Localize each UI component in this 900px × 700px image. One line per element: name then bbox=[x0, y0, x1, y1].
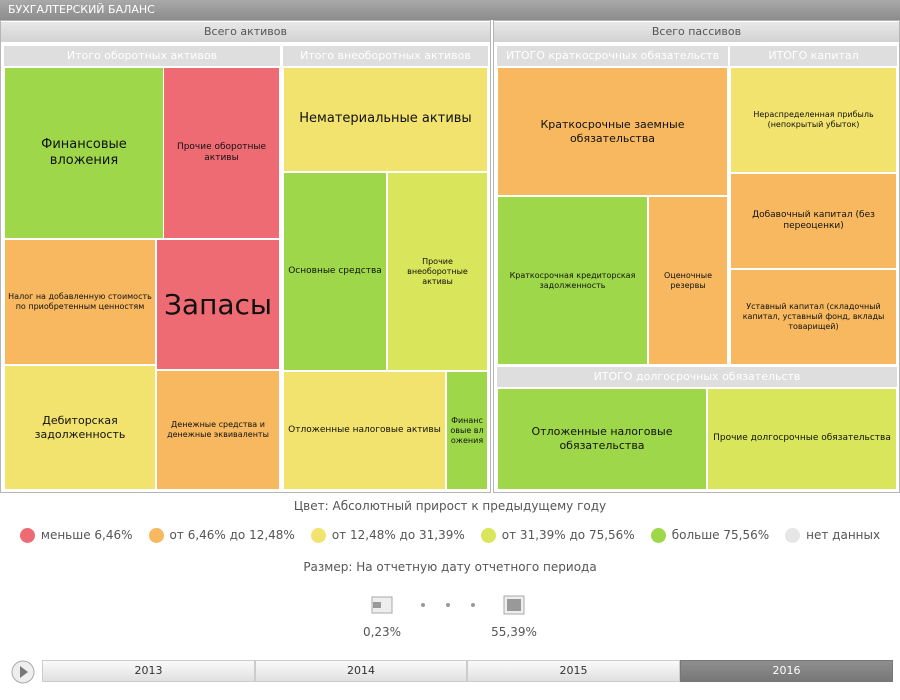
cell[interactable]: Денежные средства и денежные эквиваленты bbox=[156, 370, 280, 490]
timeline-year[interactable]: 2013 bbox=[42, 660, 255, 682]
cell[interactable]: Прочие оборотные активы bbox=[163, 67, 280, 239]
cell[interactable]: Отложенные налоговые активы bbox=[283, 371, 446, 490]
size-scale bbox=[371, 595, 525, 615]
cell[interactable]: Нераспределенная прибыль (непокрытый убы… bbox=[730, 67, 897, 173]
cell[interactable]: Краткосрочные заемные обязательства bbox=[497, 67, 728, 196]
size-max: 55,39% bbox=[491, 625, 537, 639]
legend: меньше 6,46% от 6,46% до 12,48% от 12,48… bbox=[0, 528, 900, 543]
legend-item[interactable]: меньше 6,46% bbox=[19, 528, 133, 543]
cell[interactable]: Прочие внеоборотные активы bbox=[387, 172, 488, 371]
size-title: Размер: На отчетную дату отчетного перио… bbox=[303, 560, 597, 574]
cell[interactable]: Оценочные резервы bbox=[648, 196, 728, 365]
cell[interactable]: Финансовые вложения bbox=[4, 67, 164, 239]
legend-title: Цвет: Абсолютный прирост к предыдущему г… bbox=[293, 499, 607, 513]
cell[interactable]: Финансовые вложения bbox=[446, 371, 488, 490]
group-header: ИТОГО капитал bbox=[730, 46, 897, 66]
legend-item[interactable]: больше 75,56% bbox=[650, 528, 769, 543]
timeline-year[interactable]: 2014 bbox=[255, 660, 467, 682]
group-header: Итого внеоборотных активов bbox=[283, 46, 488, 66]
cell[interactable]: Отложенные налоговые обязательства bbox=[497, 388, 707, 490]
title-bar: БУХГАЛТЕРСКИЙ БАЛАНС bbox=[0, 0, 900, 20]
legend-item[interactable]: от 12,48% до 31,39% bbox=[310, 528, 465, 543]
cell[interactable]: Запасы bbox=[156, 239, 280, 370]
size-min: 0,23% bbox=[362, 625, 402, 639]
panel-header: Всего активов bbox=[1, 22, 490, 42]
cell[interactable]: Нематериальные активы bbox=[283, 67, 488, 172]
group-header: ИТОГО долгосрочных обязательств bbox=[497, 367, 897, 387]
legend-item[interactable]: нет данных bbox=[785, 528, 880, 543]
legend-item[interactable]: от 31,39% до 75,56% bbox=[480, 528, 635, 543]
group-header: ИТОГО краткосрочных обязательств bbox=[497, 46, 728, 66]
legend-item[interactable]: от 6,46% до 12,48% bbox=[148, 528, 295, 543]
cell[interactable]: Уставный капитал (складочный капитал, ус… bbox=[730, 269, 897, 365]
timeline-year[interactable]: 2015 bbox=[467, 660, 680, 682]
cell[interactable]: Дебиторская задолженность bbox=[4, 365, 156, 490]
cell[interactable]: Основные средства bbox=[283, 172, 387, 371]
timeline-year[interactable]: 2016 bbox=[680, 660, 893, 682]
panel-header: Всего пассивов bbox=[494, 22, 899, 42]
cell[interactable]: Краткосрочная кредиторская задолженность bbox=[497, 196, 648, 365]
cell[interactable]: Прочие долгосрочные обязательства bbox=[707, 388, 897, 490]
play-button[interactable] bbox=[10, 659, 36, 685]
cell[interactable]: Налог на добавленную стоимость по приобр… bbox=[4, 239, 156, 365]
group-header: Итого оборотных активов bbox=[4, 46, 280, 66]
cell[interactable]: Добавочный капитал (без переоценки) bbox=[730, 173, 897, 269]
